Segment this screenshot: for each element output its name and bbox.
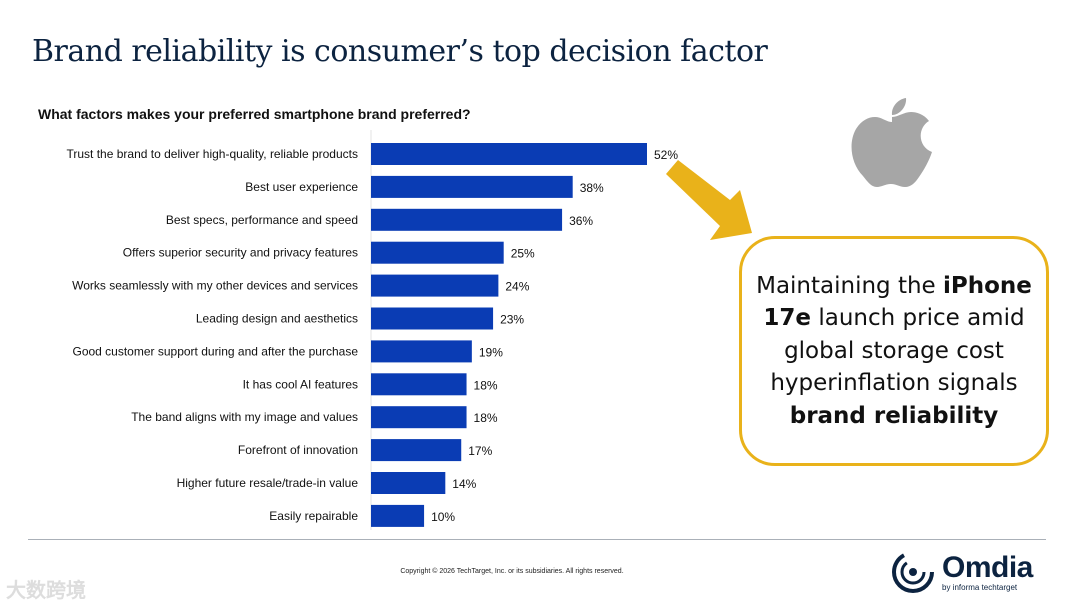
- bar: [371, 241, 504, 264]
- bar: [371, 307, 494, 330]
- category-label: Higher future resale/trade-in value: [177, 476, 359, 490]
- data-label: 36%: [569, 214, 593, 228]
- bar: [371, 373, 467, 396]
- category-label: Trust the brand to deliver high-quality,…: [67, 147, 359, 161]
- data-label: 24%: [505, 280, 529, 294]
- slide-title: Brand reliability is consumer’s top deci…: [32, 34, 768, 69]
- callout-bold-product: iPhone 17e: [763, 272, 1032, 332]
- data-label: 14%: [452, 477, 476, 491]
- bar-chart: Trust the brand to deliver high-quality,…: [67, 130, 678, 530]
- category-label: Easily repairable: [269, 509, 358, 523]
- category-label: Forefront of innovation: [238, 443, 358, 457]
- omdia-mark-icon: [892, 551, 934, 593]
- data-label: 23%: [500, 313, 524, 327]
- omdia-logo: Omdia by informa techtarget: [890, 549, 1033, 595]
- copyright: Copyright © 2026 TechTarget, Inc. or its…: [400, 568, 624, 575]
- logo-wordmark: Omdia: [942, 550, 1033, 584]
- bar: [371, 274, 499, 297]
- data-label: 18%: [474, 411, 498, 425]
- apple-logo-icon: [851, 98, 932, 187]
- category-label: Best user experience: [245, 180, 358, 194]
- category-label: Leading design and aesthetics: [196, 312, 358, 326]
- category-label: Offers superior security and privacy fea…: [123, 246, 358, 260]
- category-label: Best specs, performance and speed: [166, 213, 358, 227]
- data-label: 10%: [431, 510, 455, 524]
- logo-byline: by informa techtarget: [942, 582, 1018, 592]
- bar: [371, 472, 446, 494]
- category-label: The band aligns with my image and values: [131, 410, 358, 424]
- data-label: 38%: [580, 181, 604, 195]
- bar: [371, 504, 425, 527]
- bar: [371, 175, 573, 198]
- arrow-icon: [666, 160, 752, 240]
- data-label: 25%: [511, 247, 535, 261]
- category-label: Good customer support during and after t…: [72, 344, 358, 358]
- callout-text-mid: launch price amid global storage cost hy…: [770, 305, 1025, 397]
- data-label: 17%: [468, 444, 492, 458]
- callout-text: Maintaining the: [756, 272, 944, 299]
- callout-bold-conclusion: brand reliability: [789, 402, 999, 429]
- bar: [371, 406, 467, 429]
- footer-divider: [28, 539, 1046, 540]
- data-label: 19%: [479, 345, 503, 359]
- watermark: 大数跨境: [6, 580, 86, 602]
- chart-title: What factors makes your preferred smartp…: [38, 106, 471, 122]
- data-label: 18%: [474, 378, 498, 392]
- data-label: 52%: [654, 148, 678, 162]
- category-label: Works seamlessly with my other devices a…: [72, 279, 358, 293]
- bar: [371, 208, 563, 231]
- bar: [371, 340, 472, 363]
- category-label: It has cool AI features: [243, 377, 358, 391]
- bar: [371, 439, 462, 462]
- bar: [371, 143, 647, 165]
- callout-box: Maintaining the iPhone 17e launch price …: [739, 236, 1049, 466]
